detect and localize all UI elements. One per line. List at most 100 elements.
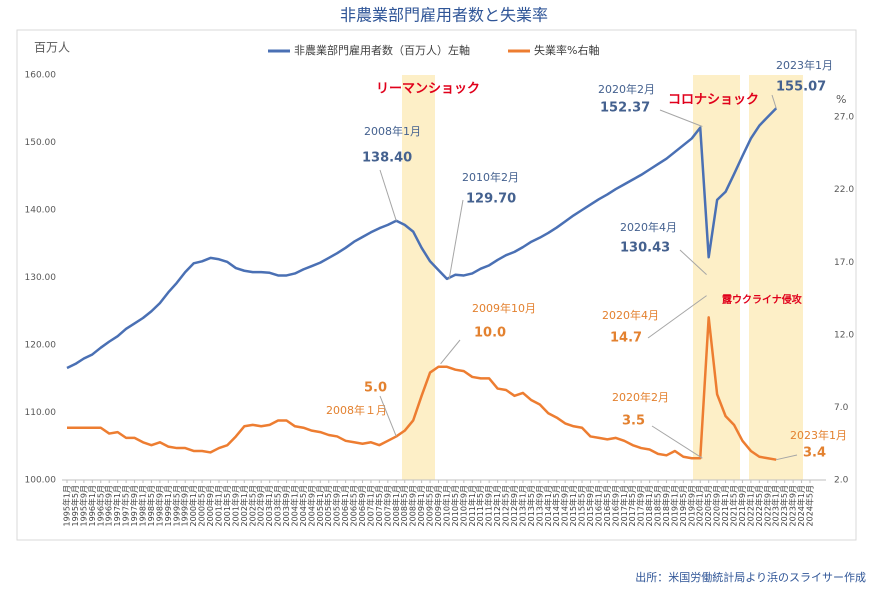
y2-tick-label: 22.0 [834,185,854,195]
callout-date: 2020年2月 [612,390,669,404]
x-tick-label: 2023年9月 [788,485,798,526]
x-tick-label: 2007年5月 [374,485,384,526]
x-tick-label: 2011年9月 [484,485,494,526]
source-note: 出所：米国労働統計局より浜のスライサー作成 [635,570,866,584]
x-tick-label: 2009年5月 [425,485,435,526]
callout-leader [771,94,777,109]
data-line [67,316,777,461]
x-tick-label: 2024年5月 [805,485,815,526]
x-tick-label: 2001年9月 [230,485,240,526]
x-tick-label: 2017年9月 [636,485,646,526]
x-tick-label: 2016年1月 [593,485,603,526]
x-tick-label: 2011年1月 [467,485,477,526]
y2-tick-label: 17.0 [834,258,854,268]
y2-tick-label: 12.0 [834,330,854,340]
callout-value: 10.0 [474,326,506,341]
callout-leader [379,169,397,221]
x-tick-label: 2021年9月 [737,485,747,526]
x-tick-label: 2004年9月 [306,485,316,526]
y2-tick-label: 7.0 [834,403,849,413]
x-tick-label: 2014年9月 [560,485,570,526]
y-tick-label: 160.00 [25,71,57,81]
chart-title: 非農業部門雇用者数と失業率 [340,6,548,25]
x-tick-label: 2010年5月 [450,485,460,526]
callout-value: 129.70 [466,192,516,207]
callout-date: 2023年1月 [776,58,833,72]
x-tick-label: 2016年5月 [602,485,612,526]
callout-leader [651,425,703,459]
x-tick-label: 1999年1月 [163,485,173,526]
callout-value: 5.0 [364,381,387,396]
x-tick-label: 1996年1月 [87,485,97,526]
y-tick-label: 110.00 [25,408,57,418]
callout-leader [448,199,464,280]
callout-date: 2010年2月 [462,170,519,184]
x-tick-label: 2005年1月 [315,485,325,526]
x-tick-label: 1996年5月 [95,485,105,526]
y2-tick-label: 27.0 [834,113,854,123]
x-tick-label: 2015年9月 [585,485,595,526]
y-tick-label: 100.00 [25,476,57,486]
x-tick-label: 2012年1月 [492,485,502,526]
callout-leader [440,339,461,365]
x-tick-label: 1998年1月 [137,485,147,526]
x-tick-label: 2021年5月 [729,485,739,526]
x-tick-label: 2011年5月 [475,485,485,526]
x-tick-label: 2008年9月 [408,485,418,526]
x-tick-label: 2022年9月 [762,485,772,526]
callout-date: 2020年4月 [620,220,677,234]
x-tick-label: 2008年5月 [399,485,409,526]
callout-value: 130.43 [620,241,670,256]
x-tick-label: 2019年9月 [686,485,696,526]
x-tick-label: 2006年1月 [340,485,350,526]
callout-leader [659,109,703,127]
x-tick-label: 1998年9月 [154,485,164,526]
x-tick-label: 2000年9月 [205,485,215,526]
x-tick-label: 2009年1月 [416,485,426,526]
x-tick-label: 2013年1月 [517,485,527,526]
x-tick-label: 2022年1月 [745,485,755,526]
x-tick-label: 2003年9月 [281,485,291,526]
x-tick-label: 2000年5月 [197,485,207,526]
x-tick-label: 2002年5月 [247,485,257,526]
x-tick-label: 2022年5月 [754,485,764,526]
x-tick-label: 2024年1月 [796,485,806,526]
x-tick-label: 1995年5月 [70,485,80,526]
x-tick-label: 1999年9月 [180,485,190,526]
x-tick-label: 2010年1月 [441,485,451,526]
x-tick-label: 1995年1月 [62,485,72,526]
x-tick-label: 2017年5月 [627,485,637,526]
callout-leader [776,454,798,461]
legend-label: 失業率%右軸 [534,43,599,57]
x-tick-label: 2013年9月 [534,485,544,526]
annotation: 露ウクライナ侵攻 [722,293,803,306]
x-tick-label: 2012年5月 [501,485,511,526]
y-tick-label: 150.00 [25,138,57,148]
callout-date: 2020年4月 [602,308,659,322]
x-tick-label: 2001年1月 [213,485,223,526]
callout-value: 3.4 [803,446,826,461]
x-tick-label: 2020年1月 [695,485,705,526]
x-tick-label: 2007年9月 [382,485,392,526]
y-tick-label: 140.00 [25,206,57,216]
x-tick-label: 1997年5月 [121,485,131,526]
y-tick-label: 120.00 [25,341,57,351]
y2-tick-label: 2.0 [834,476,849,486]
x-tick-label: 2014年1月 [543,485,553,526]
callout-date: 2009年10月 [472,301,536,315]
x-tick-label: 2006年5月 [349,485,359,526]
x-tick-label: 2013年5月 [526,485,536,526]
x-tick-label: 2019年5月 [678,485,688,526]
x-tick-label: 1995年9月 [78,485,88,526]
x-tick-label: 2023年5月 [779,485,789,526]
x-tick-label: 2004年1月 [289,485,299,526]
x-tick-label: 1997年1月 [112,485,122,526]
x-tick-label: 2017年1月 [619,485,629,526]
x-tick-label: 2020年9月 [712,485,722,526]
x-tick-label: 1999年5月 [171,485,181,526]
x-tick-label: 2002年1月 [239,485,249,526]
x-tick-label: 2021年1月 [720,485,730,526]
callout-value: 3.5 [622,414,645,429]
callout-leader [679,249,707,275]
